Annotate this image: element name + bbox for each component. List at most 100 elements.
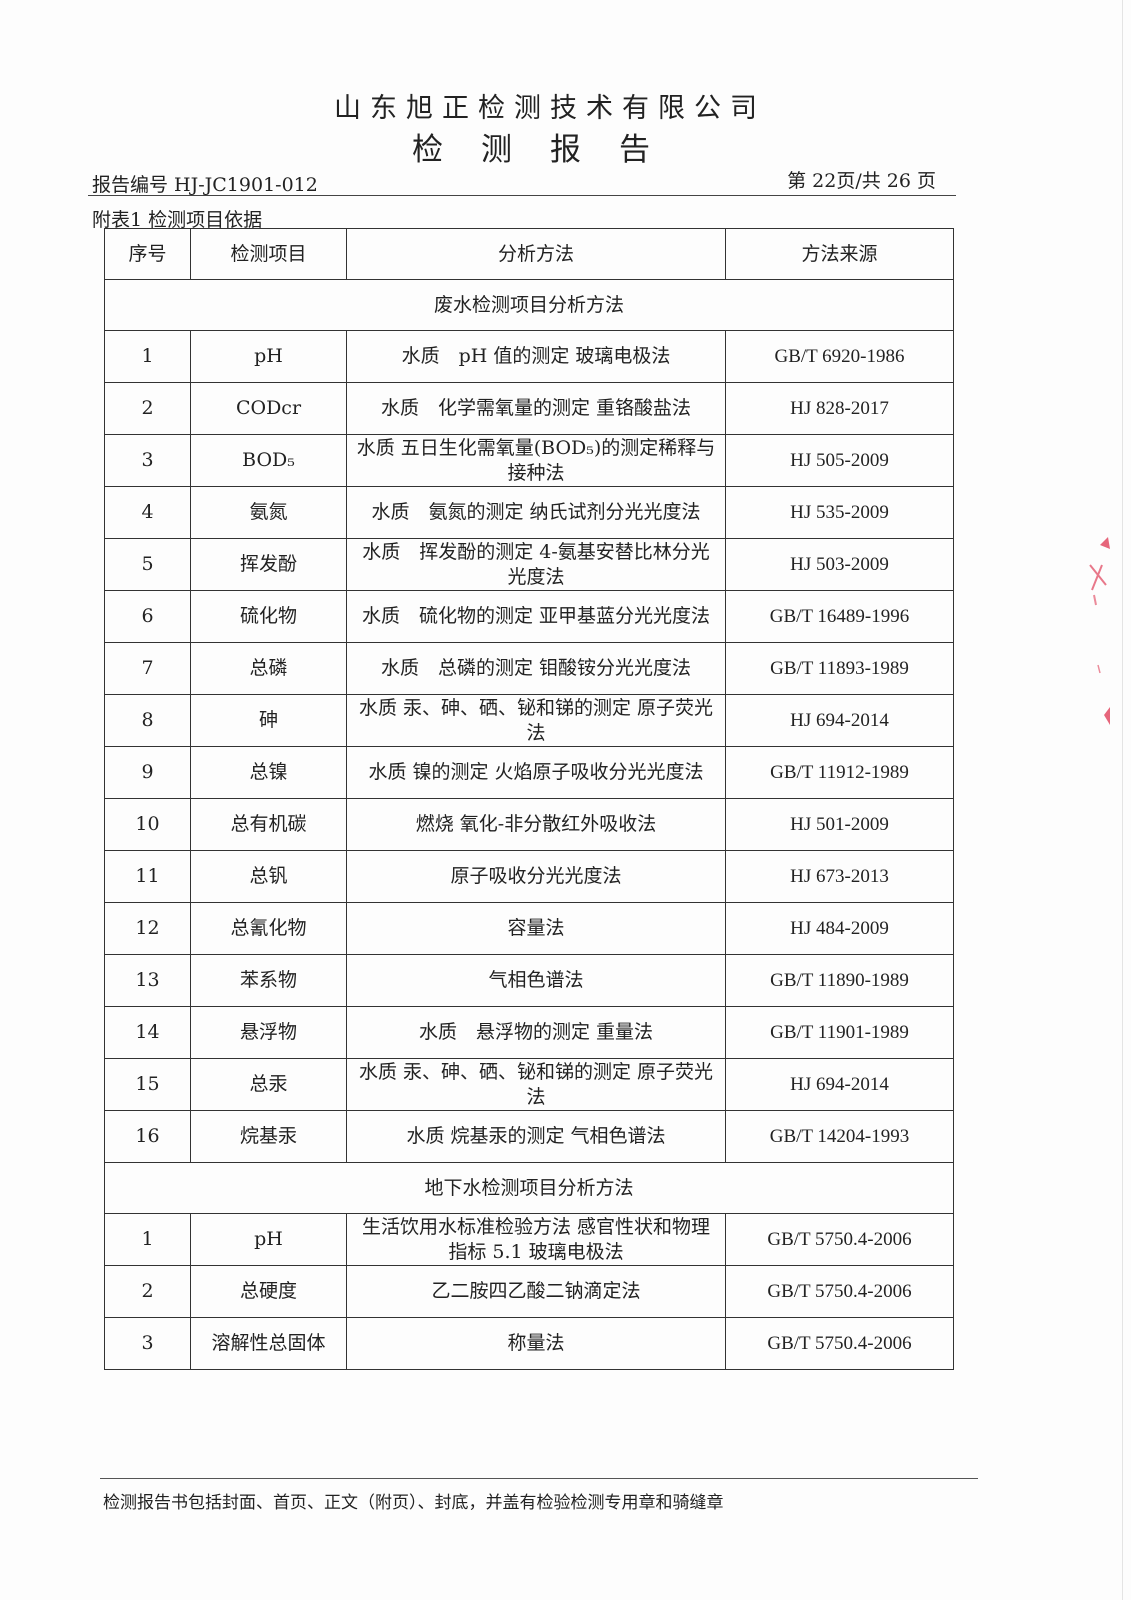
method-table: 序号 检测项目 分析方法 方法来源 废水检测项目分析方法 1 pH 水质 pH 值的测… (104, 228, 954, 1370)
table-row: 3 BOD₅ 水质 五日生化需氧量(BOD₅)的测定稀释与接种法 HJ 505-200… (104, 434, 954, 487)
cell-method: 水质 悬浮物的测定 重量法 (346, 1006, 726, 1059)
section-title: 废水检测项目分析方法 (104, 279, 954, 331)
company-name: 山东旭正检测技术有限公司 (334, 93, 766, 124)
cell-method: 水质 镍的测定 火焰原子吸收分光光度法 (346, 746, 726, 799)
cell-no: 5 (104, 538, 191, 591)
table-row: 14 悬浮物 水质 悬浮物的测定 重量法 GB/T 11901-1989 (104, 1006, 954, 1059)
header-divider (88, 195, 956, 196)
cell-method: 气相色谱法 (346, 954, 726, 1007)
table-row: 10 总有机碳 燃烧 氧化-非分散红外吸收法 HJ 501-2009 (104, 798, 954, 851)
page-number: 第 22页/共 26 页 (787, 170, 936, 192)
table-row: 12 总氰化物 容量法 HJ 484-2009 (104, 902, 954, 955)
col-header-no: 序号 (104, 228, 191, 280)
cell-source: GB/T 11893-1989 (725, 642, 954, 695)
cell-source: GB/T 5750.4-2006 (725, 1317, 954, 1370)
cell-method: 水质 总磷的测定 钼酸铵分光光度法 (346, 642, 726, 695)
table-row: 2 总硬度 乙二胺四乙酸二钠滴定法 GB/T 5750.4-2006 (104, 1265, 954, 1318)
table-row: 11 总钒 原子吸收分光光度法 HJ 673-2013 (104, 850, 954, 903)
table-row: 1 pH 水质 pH 值的测定 玻璃电极法 GB/T 6920-1986 (104, 330, 954, 383)
cell-source: GB/T 11901-1989 (725, 1006, 954, 1059)
footer-note: 检测报告书包括封面、首页、正文（附页）、封底，并盖有检验检测专用章和骑缝章 (103, 1493, 724, 1513)
cell-item: 总钒 (190, 850, 347, 903)
section-header-row: 废水检测项目分析方法 (104, 279, 954, 331)
cell-method: 生活饮用水标准检验方法 感官性状和物理指标 5.1 玻璃电极法 (346, 1213, 726, 1266)
cell-method: 水质 硫化物的测定 亚甲基蓝分光光度法 (346, 590, 726, 643)
cell-source: HJ 828-2017 (725, 382, 954, 435)
cell-item: 溶解性总固体 (190, 1317, 347, 1370)
cell-source: GB/T 5750.4-2006 (725, 1265, 954, 1318)
cell-source: HJ 501-2009 (725, 798, 954, 851)
cell-source: GB/T 16489-1996 (725, 590, 954, 643)
footer-divider (100, 1478, 978, 1479)
table-row: 1 pH 生活饮用水标准检验方法 感官性状和物理指标 5.1 玻璃电极法 GB/T 5… (104, 1213, 954, 1266)
table-row: 6 硫化物 水质 硫化物的测定 亚甲基蓝分光光度法 GB/T 16489-1996 (104, 590, 954, 643)
col-header-method: 分析方法 (346, 228, 726, 280)
cell-item: BOD₅ (190, 434, 347, 487)
cell-item: 苯系物 (190, 954, 347, 1007)
section-header-row: 地下水检测项目分析方法 (104, 1162, 954, 1214)
table-header-row: 序号 检测项目 分析方法 方法来源 (104, 228, 954, 280)
cell-source: HJ 503-2009 (725, 538, 954, 591)
cell-method: 水质 化学需氧量的测定 重铬酸盐法 (346, 382, 726, 435)
table-row: 5 挥发酚 水质 挥发酚的测定 4-氨基安替比林分光光度法 HJ 503-2009 (104, 538, 954, 591)
table-row: 7 总磷 水质 总磷的测定 钼酸铵分光光度法 GB/T 11893-1989 (104, 642, 954, 695)
cell-source: HJ 694-2014 (725, 694, 954, 747)
scan-edge (1122, 0, 1123, 1600)
cell-no: 2 (104, 1265, 191, 1318)
cell-method: 水质 pH 值的测定 玻璃电极法 (346, 330, 726, 383)
cell-source: GB/T 5750.4-2006 (725, 1213, 954, 1266)
cell-item: 总硬度 (190, 1265, 347, 1318)
cell-method: 水质 氨氮的测定 纳氏试剂分光光度法 (346, 486, 726, 539)
table-row: 16 烷基汞 水质 烷基汞的测定 气相色谱法 GB/T 14204-1993 (104, 1110, 954, 1163)
cell-method: 原子吸收分光光度法 (346, 850, 726, 903)
cell-no: 7 (104, 642, 191, 695)
table-caption: 附表1 检测项目依据 (92, 209, 263, 231)
cell-item: 砷 (190, 694, 347, 747)
table-row: 2 CODcr 水质 化学需氧量的测定 重铬酸盐法 HJ 828-2017 (104, 382, 954, 435)
cell-no: 16 (104, 1110, 191, 1163)
table-row: 3 溶解性总固体 称量法 GB/T 5750.4-2006 (104, 1317, 954, 1370)
cell-source: GB/T 11912-1989 (725, 746, 954, 799)
cell-no: 9 (104, 746, 191, 799)
cell-item: 悬浮物 (190, 1006, 347, 1059)
cell-item: 总氰化物 (190, 902, 347, 955)
cell-no: 1 (104, 330, 191, 383)
seal-fragment (1089, 537, 1110, 725)
cell-method: 水质 汞、砷、硒、铋和锑的测定 原子荧光法 (346, 694, 726, 747)
cell-no: 11 (104, 850, 191, 903)
cell-no: 4 (104, 486, 191, 539)
table-row: 13 苯系物 气相色谱法 GB/T 11890-1989 (104, 954, 954, 1007)
table-row: 9 总镍 水质 镍的测定 火焰原子吸收分光光度法 GB/T 11912-1989 (104, 746, 954, 799)
cell-no: 1 (104, 1213, 191, 1266)
cell-item: 氨氮 (190, 486, 347, 539)
cell-source: GB/T 14204-1993 (725, 1110, 954, 1163)
cell-item: 总镍 (190, 746, 347, 799)
cell-source: HJ 484-2009 (725, 902, 954, 955)
table-row: 4 氨氮 水质 氨氮的测定 纳氏试剂分光光度法 HJ 535-2009 (104, 486, 954, 539)
col-header-item: 检测项目 (190, 228, 347, 280)
cell-no: 13 (104, 954, 191, 1007)
cell-method: 容量法 (346, 902, 726, 955)
cell-item: pH (190, 1213, 347, 1266)
cell-method: 称量法 (346, 1317, 726, 1370)
cell-item: 总有机碳 (190, 798, 347, 851)
cell-item: 烷基汞 (190, 1110, 347, 1163)
cell-no: 14 (104, 1006, 191, 1059)
cell-method: 水质 五日生化需氧量(BOD₅)的测定稀释与接种法 (346, 434, 726, 487)
cell-no: 6 (104, 590, 191, 643)
cell-source: HJ 505-2009 (725, 434, 954, 487)
cell-item: CODcr (190, 382, 347, 435)
cell-source: HJ 535-2009 (725, 486, 954, 539)
cell-item: pH (190, 330, 347, 383)
report-number: 报告编号 HJ-JC1901-012 (92, 174, 318, 196)
cell-method: 乙二胺四乙酸二钠滴定法 (346, 1265, 726, 1318)
section-title: 地下水检测项目分析方法 (104, 1162, 954, 1214)
col-header-source: 方法来源 (725, 228, 954, 280)
cell-source: HJ 694-2014 (725, 1058, 954, 1111)
table-row: 15 总汞 水质 汞、砷、硒、铋和锑的测定 原子荧光法 HJ 694-2014 (104, 1058, 954, 1111)
cell-no: 8 (104, 694, 191, 747)
cell-item: 总汞 (190, 1058, 347, 1111)
cell-method: 水质 汞、砷、硒、铋和锑的测定 原子荧光法 (346, 1058, 726, 1111)
cell-method: 水质 挥发酚的测定 4-氨基安替比林分光光度法 (346, 538, 726, 591)
cell-item: 挥发酚 (190, 538, 347, 591)
